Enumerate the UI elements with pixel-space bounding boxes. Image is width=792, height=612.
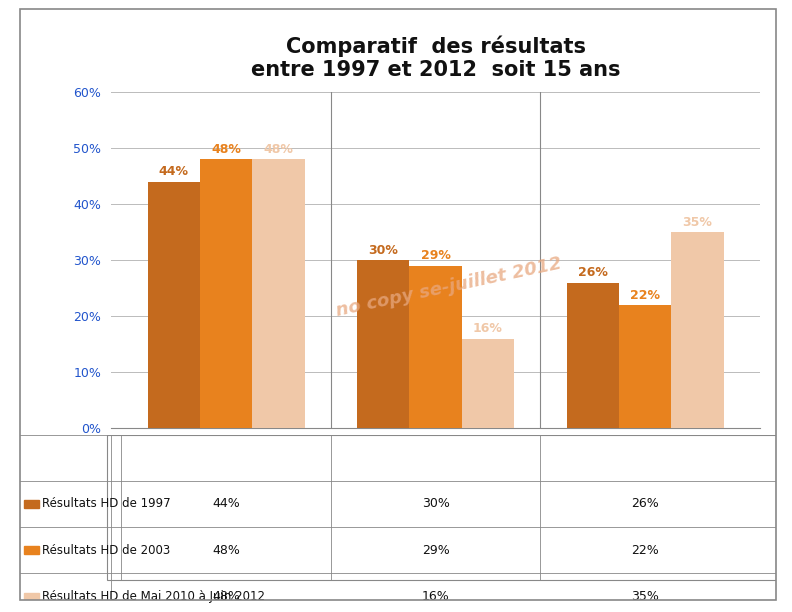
- FancyBboxPatch shape: [107, 435, 776, 580]
- Text: Résultats HD de 1997: Résultats HD de 1997: [42, 498, 171, 510]
- Text: 48%: 48%: [264, 143, 293, 156]
- Bar: [619, 305, 672, 428]
- Bar: [462, 338, 514, 428]
- Text: 48%: 48%: [212, 590, 240, 603]
- Bar: [253, 159, 305, 428]
- Bar: [357, 260, 409, 428]
- Text: 35%: 35%: [683, 215, 713, 229]
- Text: 22%: 22%: [630, 289, 660, 302]
- Text: 44%: 44%: [158, 165, 188, 178]
- Bar: [566, 283, 619, 428]
- Bar: [200, 159, 253, 428]
- Bar: [24, 500, 39, 507]
- Text: 48%: 48%: [211, 143, 241, 156]
- Text: Résultats HD de 2003: Résultats HD de 2003: [42, 543, 170, 557]
- Text: 29%: 29%: [421, 249, 451, 263]
- Text: 44%: 44%: [212, 498, 240, 510]
- Text: 26%: 26%: [631, 498, 659, 510]
- Text: 22%: 22%: [631, 543, 659, 557]
- Bar: [147, 182, 200, 428]
- Text: 16%: 16%: [421, 590, 450, 603]
- Text: 29%: 29%: [421, 543, 450, 557]
- Text: no copy se-juillet 2012: no copy se-juillet 2012: [334, 254, 563, 320]
- Text: 35%: 35%: [631, 590, 659, 603]
- Text: 26%: 26%: [578, 266, 607, 279]
- Text: Comparatif  des résultats: Comparatif des résultats: [286, 35, 585, 57]
- Bar: [409, 266, 462, 428]
- Bar: [24, 593, 39, 600]
- Text: entre 1997 et 2012  soit 15 ans: entre 1997 et 2012 soit 15 ans: [251, 61, 620, 80]
- Text: 30%: 30%: [421, 498, 450, 510]
- Bar: [672, 232, 724, 428]
- Text: 16%: 16%: [473, 323, 503, 335]
- Bar: [24, 547, 39, 554]
- Text: Résultats HD de Mai 2010 à Juin 2012: Résultats HD de Mai 2010 à Juin 2012: [42, 590, 265, 603]
- Text: 48%: 48%: [212, 543, 240, 557]
- Text: 30%: 30%: [368, 244, 398, 257]
